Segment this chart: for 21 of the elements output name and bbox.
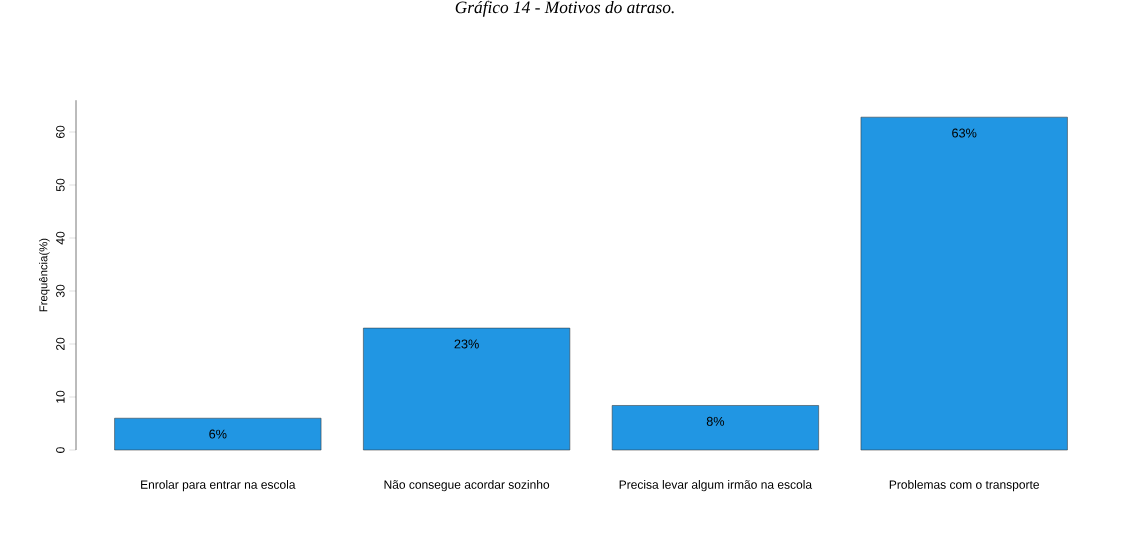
data-label: 23% [454, 339, 479, 349]
data-label: 6% [209, 429, 227, 439]
y-tick-label: 40 [56, 231, 65, 245]
bar [114, 417, 322, 451]
chart-title: Gráfico 14 - Motivos do atraso. [455, 0, 674, 17]
data-label: 8% [706, 416, 725, 426]
y-tick-label: 0 [56, 447, 65, 453]
x-tick-label: Não consegue acordar sozinho [384, 480, 550, 492]
x-tick-label: Problemas com o transporte [889, 480, 1040, 492]
bar [860, 116, 1068, 451]
bar [363, 327, 571, 451]
y-tick-label: 30 [56, 284, 65, 298]
y-tick-label: 20 [56, 337, 65, 351]
y-tick-label: 10 [56, 390, 65, 403]
data-label: 63% [952, 128, 977, 138]
x-tick-label: Enrolar para entrar na escola [141, 480, 296, 492]
y-axis-title: Frequência(%) [39, 238, 50, 312]
y-tick-label: 50 [56, 178, 65, 192]
bar [611, 405, 819, 451]
y-tick-label: 60 [56, 125, 65, 139]
x-tick-label: Precisa levar algum irmão na escola [619, 480, 813, 492]
